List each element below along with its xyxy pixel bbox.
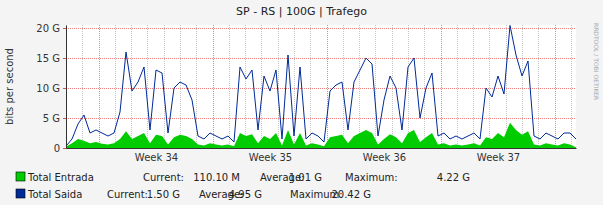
tick-mark (63, 148, 66, 149)
tick-label: 10 G (36, 83, 60, 94)
series-line (66, 25, 576, 146)
grid-line (66, 28, 576, 29)
minor-grid-line (473, 25, 474, 148)
minor-grid-line (375, 25, 376, 148)
y-axis-title: bits per second (4, 48, 15, 125)
minor-grid-line (489, 25, 490, 148)
minor-grid-line (457, 25, 458, 148)
tick-mark (63, 88, 66, 89)
legend: Total EntradaCurrent:110.10 MAverage:1.0… (16, 172, 470, 200)
legend-stat-label: Current: (107, 189, 148, 200)
title: SP - RS | 100G | Trafego (236, 5, 367, 18)
tick: 5 G (43, 113, 66, 124)
grid-line (66, 88, 576, 89)
x-axis: Week 34 Week 35 Week 36 Week 37 (67, 148, 577, 163)
legend-label: Total Entrada (27, 172, 94, 183)
axis-line (66, 26, 67, 149)
minor-grid-line (506, 25, 507, 148)
tick-mark (63, 58, 66, 59)
tick: Week 36 (363, 148, 406, 163)
tick: 0 (54, 143, 66, 154)
tick: 20 G (36, 23, 66, 34)
legend-stat-value: 20.42 G (331, 189, 371, 200)
tick-label: 15 G (36, 53, 60, 64)
legend-stat-label: Current: (143, 172, 184, 183)
tick-label: Week 37 (477, 152, 520, 163)
major-grid-line (213, 25, 214, 148)
minor-grid-line (392, 25, 393, 148)
legend-stat-label: Maximum: (345, 172, 398, 183)
annotation: RRDTOOL / TOBI OETIKER (593, 23, 600, 100)
minor-grid-line (571, 25, 572, 148)
major-grid-line (327, 25, 328, 148)
minor-grid-line (441, 25, 442, 148)
grid-line (66, 118, 576, 119)
minor-grid-line (229, 25, 230, 148)
minor-grid-line (261, 25, 262, 148)
minor-grid-line (538, 25, 539, 148)
minor-grid-line (359, 25, 360, 148)
tick-label: 5 G (43, 113, 60, 124)
legend-swatch (16, 172, 25, 181)
minor-grid-line (555, 25, 556, 148)
tick: 10 G (36, 83, 66, 94)
background (0, 0, 603, 205)
tick-label: Week 34 (135, 152, 178, 163)
legend-stat-value: 1.50 G (147, 189, 180, 200)
tick: 15 G (36, 53, 66, 64)
tick-label: 0 (54, 143, 60, 154)
tick: Week 34 (135, 148, 178, 163)
tick-mark (63, 28, 66, 29)
series-area (66, 123, 576, 148)
tick-label: Week 35 (249, 152, 292, 163)
minor-grid-line (327, 25, 328, 148)
y-axis: 0 5 G 10 G 15 G 20 G (36, 23, 66, 154)
grid (66, 25, 576, 148)
tick-label: 20 G (36, 23, 60, 34)
axis-line (67, 148, 577, 149)
legend-stat-value: 1.01 G (289, 172, 322, 183)
major-grid-line (555, 25, 556, 148)
minor-grid-line (82, 25, 83, 148)
minor-grid-line (522, 25, 523, 148)
tick-label: Week 36 (363, 152, 406, 163)
minor-grid-line (180, 25, 181, 148)
minor-grid-line (99, 25, 100, 148)
legend-stat-value: 4.95 G (229, 189, 262, 200)
plot-background (66, 25, 576, 148)
major-grid-line (441, 25, 442, 148)
minor-grid-line (408, 25, 409, 148)
tick-mark (63, 118, 66, 119)
tick: Week 35 (249, 148, 292, 163)
minor-grid-line (66, 25, 67, 148)
legend-swatch (16, 189, 25, 198)
minor-grid-line (424, 25, 425, 148)
legend-label: Total Saida (27, 189, 82, 200)
major-grid-line (99, 25, 100, 148)
minor-grid-line (245, 25, 246, 148)
plot-area (66, 25, 576, 148)
minor-grid-line (213, 25, 214, 148)
minor-grid-line (310, 25, 311, 148)
grid-line (66, 58, 576, 59)
chart: 05 G10 G15 G20 GWeek 34Week 35Week 36Wee… (0, 0, 603, 205)
legend-stat-value: 4.22 G (437, 172, 470, 183)
legend-stat-value: 110.10 M (193, 172, 240, 183)
tick: Week 37 (477, 148, 520, 163)
minor-grid-line (147, 25, 148, 148)
